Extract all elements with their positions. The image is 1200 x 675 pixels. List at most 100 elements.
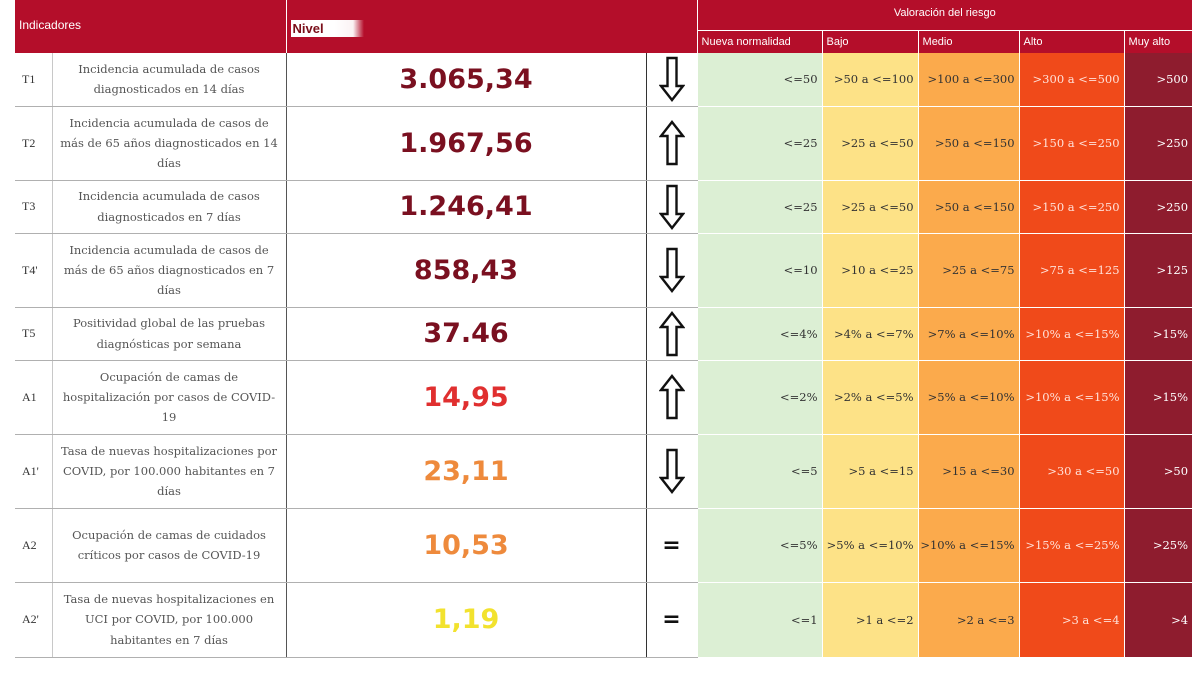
indicator-description: Positividad global de las pruebas diagnó…	[51, 307, 287, 361]
table-row: A1' Tasa de nuevas hospitalizaciones por …	[15, 434, 1193, 509]
indicator-description: Tasa de nuevas hospitalizaciones en UCI …	[51, 582, 287, 658]
threshold-alto: >150 a <=250	[1018, 106, 1125, 181]
threshold-muy-alto: >125	[1123, 233, 1193, 308]
trend-cell: =	[645, 582, 698, 658]
threshold-nueva-normalidad: <=1	[696, 582, 823, 658]
table-row: T2 Incidencia acumulada de casos de más d…	[15, 106, 1193, 181]
indicator-description: Incidencia acumulada de casos diagnostic…	[51, 180, 287, 234]
indicator-description: Ocupación de camas de hospitalización po…	[51, 360, 287, 435]
threshold-nueva-normalidad: <=4%	[696, 307, 823, 361]
indicator-code: A2	[15, 508, 52, 583]
table-row: T4' Incidencia acumulada de casos de más …	[15, 233, 1193, 308]
threshold-medio: >50 a <=150	[917, 106, 1020, 181]
trend-cell	[645, 360, 698, 435]
threshold-nueva-normalidad: <=10	[696, 233, 823, 308]
arrow-up-icon	[658, 310, 685, 356]
risk-indicators-table: Indicadores Nivel Valoración del riesgo …	[15, 0, 1193, 658]
table-row: T5 Positividad global de las pruebas diag…	[15, 307, 1193, 361]
threshold-alto: >30 a <=50	[1018, 434, 1125, 509]
arrow-down-icon	[658, 184, 685, 230]
indicator-description: Incidencia acumulada de casos de más de …	[51, 106, 287, 181]
threshold-medio: >50 a <=150	[917, 180, 1020, 234]
threshold-muy-alto: >4	[1123, 582, 1193, 658]
threshold-bajo: >2% a <=5%	[821, 360, 919, 435]
indicator-code: T2	[15, 106, 52, 181]
threshold-nueva-normalidad: <=25	[696, 106, 823, 181]
threshold-alto: >3 a <=4	[1018, 582, 1125, 658]
trend-equal: =	[662, 532, 681, 558]
threshold-muy-alto: >50	[1123, 434, 1193, 509]
trend-cell	[645, 233, 698, 308]
indicator-value: 1.246,41	[285, 180, 647, 234]
threshold-nueva-normalidad: <=50	[696, 53, 823, 107]
threshold-alto: >150 a <=250	[1018, 180, 1125, 234]
threshold-nueva-normalidad: <=25	[696, 180, 823, 234]
trend-cell: =	[645, 508, 698, 583]
threshold-medio: >5% a <=10%	[917, 360, 1020, 435]
threshold-bajo: >25 a <=50	[821, 180, 919, 234]
indicadores-header: Indicadores	[15, 0, 287, 53]
threshold-bajo: >5 a <=15	[821, 434, 919, 509]
indicator-value: 14,95	[285, 360, 647, 435]
arrow-down-icon	[658, 247, 685, 293]
arrow-down-icon	[658, 57, 685, 103]
indicator-value: 37.46	[285, 307, 647, 361]
arrow-up-icon	[658, 120, 685, 166]
indicator-value: 858,43	[285, 233, 647, 308]
threshold-medio: >2 a <=3	[917, 582, 1020, 658]
table-row: T3 Incidencia acumulada de casos diagnost…	[15, 180, 1193, 234]
trend-cell	[645, 53, 698, 107]
arrow-up-icon	[658, 374, 685, 420]
threshold-bajo: >1 a <=2	[821, 582, 919, 658]
category-header-muy-alto: Muy alto	[1123, 29, 1193, 53]
threshold-nueva-normalidad: <=5	[696, 434, 823, 509]
threshold-medio: >25 a <=75	[917, 233, 1020, 308]
threshold-bajo: >5% a <=10%	[821, 508, 919, 583]
threshold-alto: >75 a <=125	[1018, 233, 1125, 308]
category-header-bajo: Bajo	[821, 29, 919, 53]
arrow-down-icon	[658, 448, 685, 494]
threshold-alto: >300 a <=500	[1018, 53, 1125, 107]
table-body: T1 Incidencia acumulada de casos diagnost…	[15, 53, 1193, 658]
threshold-nueva-normalidad: <=2%	[696, 360, 823, 435]
threshold-muy-alto: >15%	[1123, 307, 1193, 361]
nivel-header: Nivel	[286, 0, 698, 53]
category-header-medio: Medio	[917, 29, 1020, 53]
indicator-code: T3	[15, 180, 52, 234]
indicator-code: T4'	[15, 233, 52, 308]
table-row: T1 Incidencia acumulada de casos diagnost…	[15, 53, 1193, 107]
threshold-nueva-normalidad: <=5%	[696, 508, 823, 583]
indicator-description: Incidencia acumulada de casos de más de …	[51, 233, 287, 308]
trend-cell	[645, 434, 698, 509]
indicator-code: A1	[15, 360, 52, 435]
category-header-nueva-normalidad: Nueva normalidad	[696, 29, 823, 53]
threshold-medio: >10% a <=15%	[917, 508, 1020, 583]
threshold-bajo: >50 a <=100	[821, 53, 919, 107]
trend-cell	[645, 180, 698, 234]
threshold-bajo: >10 a <=25	[821, 233, 919, 308]
threshold-bajo: >4% a <=7%	[821, 307, 919, 361]
indicator-value: 23,11	[285, 434, 647, 509]
threshold-bajo: >25 a <=50	[821, 106, 919, 181]
indicator-value: 1,19	[285, 582, 647, 658]
threshold-muy-alto: >25%	[1123, 508, 1193, 583]
table-row: A2 Ocupación de camas de cuidados crítico…	[15, 508, 1193, 583]
threshold-muy-alto: >15%	[1123, 360, 1193, 435]
table-row: A1 Ocupación de camas de hospitalización …	[15, 360, 1193, 435]
threshold-medio: >100 a <=300	[917, 53, 1020, 107]
indicator-code: A1'	[15, 434, 52, 509]
threshold-alto: >15% a <=25%	[1018, 508, 1125, 583]
indicator-value: 3.065,34	[285, 53, 647, 107]
indicator-description: Incidencia acumulada de casos diagnostic…	[51, 53, 287, 107]
indicator-value: 1.967,56	[285, 106, 647, 181]
trend-equal: =	[662, 607, 681, 632]
valoracion-riesgo-header: Valoración del riesgo	[696, 0, 1193, 30]
threshold-muy-alto: >250	[1123, 106, 1193, 181]
indicator-code: T1	[15, 53, 52, 107]
threshold-medio: >7% a <=10%	[917, 307, 1020, 361]
threshold-alto: >10% a <=15%	[1018, 360, 1125, 435]
trend-cell	[645, 106, 698, 181]
indicator-code: T5	[15, 307, 52, 361]
table-row: A2' Tasa de nuevas hospitalizaciones en U…	[15, 582, 1193, 658]
trend-cell	[645, 307, 698, 361]
